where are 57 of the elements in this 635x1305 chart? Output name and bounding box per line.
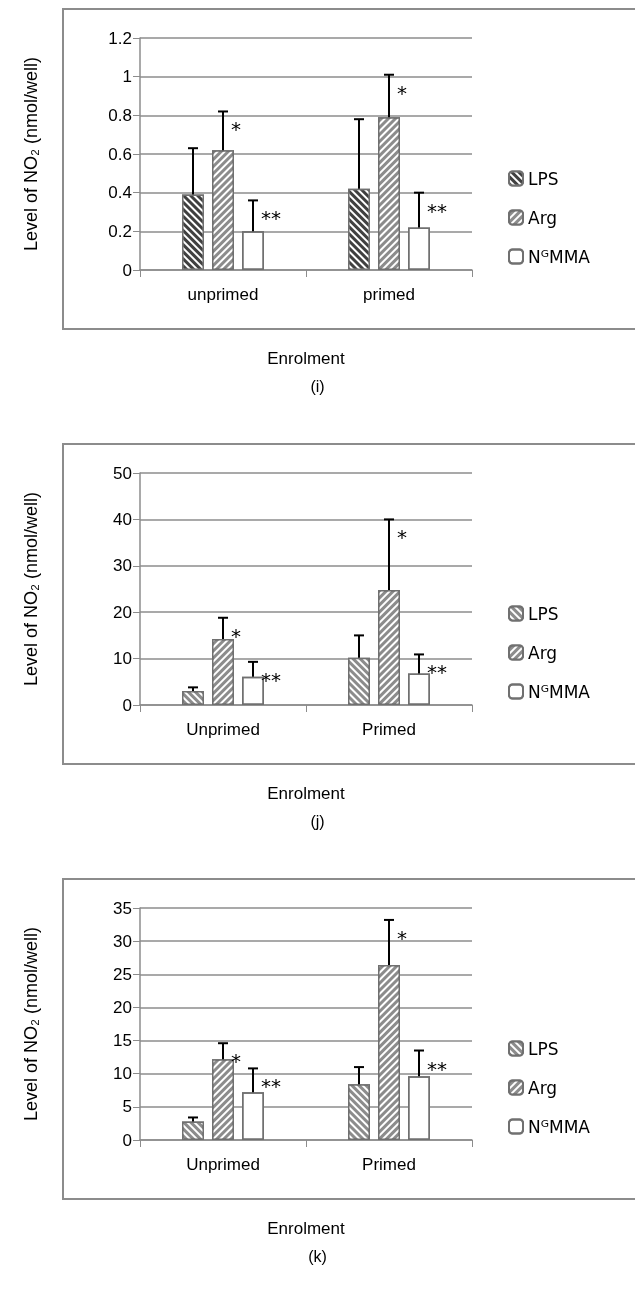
annotation: * — [397, 525, 407, 550]
y-tick-label: 5 — [122, 1097, 132, 1117]
annotation: ** — [261, 206, 281, 231]
annotation: * — [231, 623, 241, 648]
annotation: ** — [427, 198, 447, 223]
y-tick-label: 0.2 — [108, 221, 132, 241]
y-tick-label: 0 — [122, 260, 132, 280]
annotation: * — [397, 80, 407, 105]
y-tick-label: 15 — [113, 1031, 132, 1051]
y-tick-label: 20 — [113, 602, 132, 622]
y-tick-label: 40 — [113, 509, 132, 529]
y-tick-label: 25 — [113, 964, 132, 984]
y-tick-label: 0.8 — [108, 105, 132, 125]
legend-label: Arg — [528, 207, 558, 228]
legend-label: LPS — [528, 168, 559, 189]
legend-label: NᴳMMA — [528, 246, 591, 267]
y-tick-label: 30 — [113, 931, 132, 951]
y-tick-label: 0.6 — [108, 144, 132, 164]
y-tick-label: 10 — [113, 1064, 132, 1084]
x-axis-title: Enrolment — [267, 784, 346, 803]
x-tick-label: unprimed — [187, 285, 259, 304]
text: (i) — [310, 377, 325, 395]
y-axis-title: Level of NO₂ (nmol/well) — [21, 926, 41, 1122]
annotation: ** — [261, 1074, 281, 1099]
legend-label: NᴳMMA — [528, 681, 591, 702]
legend-label: Arg — [528, 642, 558, 663]
annotation: ** — [427, 1056, 447, 1081]
x-axis-title: Enrolment — [267, 1219, 346, 1238]
annotation: ** — [427, 660, 447, 685]
x-axis-title: Enrolment — [267, 349, 346, 368]
legend-label: NᴳMMA — [528, 1116, 591, 1137]
legend-label: LPS — [528, 603, 559, 624]
x-tick-label: Primed — [362, 1155, 416, 1174]
y-tick-label: 35 — [113, 898, 132, 918]
text: (j) — [310, 812, 325, 830]
y-tick-label: 0.4 — [108, 183, 132, 203]
annotation: * — [231, 117, 241, 142]
x-tick-label: Unprimed — [186, 720, 260, 739]
y-tick-label: 0 — [122, 1130, 132, 1150]
y-axis-title: Level of NO₂ (nmol/well) — [21, 491, 41, 687]
x-tick-label: Unprimed — [186, 1155, 260, 1174]
annotation: * — [231, 1049, 241, 1074]
y-tick-label: 1.2 — [108, 28, 132, 48]
legend-label: Arg — [528, 1077, 558, 1098]
annotation: * — [397, 925, 407, 950]
y-tick-label: 1 — [122, 67, 132, 87]
legend-label: LPS — [528, 1038, 559, 1059]
y-tick-label: 30 — [113, 556, 132, 576]
y-axis-title: Level of NO₂ (nmol/well) — [21, 56, 41, 252]
annotation: ** — [261, 667, 281, 692]
y-tick-label: 10 — [113, 649, 132, 669]
y-tick-label: 20 — [113, 997, 132, 1017]
x-tick-label: primed — [363, 285, 415, 304]
text: (k) — [308, 1247, 327, 1265]
y-tick-label: 50 — [113, 463, 132, 483]
y-tick-label: 0 — [122, 695, 132, 715]
x-tick-label: Primed — [362, 720, 416, 739]
